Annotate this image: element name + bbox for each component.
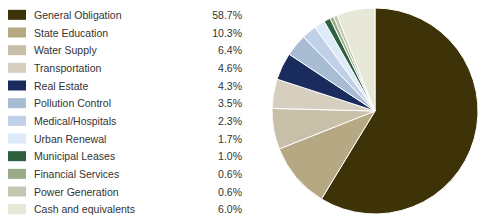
chart-svg: General Obligation 58.7% State Education 10…: [0, 0, 500, 222]
legend-value: 58.7%: [212, 9, 242, 21]
chart-container: General Obligation 58.7% State Education 10…: [0, 0, 500, 222]
legend-swatch: [8, 10, 26, 20]
legend-label: Transportation: [34, 62, 101, 74]
pie-slice: [272, 108, 375, 149]
legend-label: Financial Services: [34, 168, 119, 180]
legend-item: Urban Renewal 1.7%: [8, 133, 242, 145]
pie-slice: [337, 8, 375, 111]
legend-label: Municipal Leases: [34, 150, 115, 162]
legend-item: Transportation 4.6%: [8, 62, 242, 74]
legend-item: Municipal Leases 1.0%: [8, 150, 242, 162]
legend-item: General Obligation 58.7%: [8, 9, 242, 21]
legend-swatch: [8, 63, 26, 73]
legend-label: Cash and equivalents: [34, 203, 135, 215]
legend-item: Water Supply 6.4%: [8, 44, 242, 56]
legend-value: 4.6%: [218, 62, 242, 74]
legend-label: Power Generation: [34, 186, 119, 198]
legend-swatch: [8, 134, 26, 144]
legend-value: 3.5%: [218, 97, 242, 109]
legend-value: 6.4%: [218, 44, 242, 56]
legend-swatch: [8, 98, 26, 108]
legend-swatch: [8, 116, 26, 126]
legend-label: Water Supply: [34, 44, 97, 56]
legend-item: Cash and equivalents 6.0%: [8, 203, 242, 215]
legend-label: Medical/Hospitals: [34, 115, 116, 127]
legend-swatch: [8, 81, 26, 91]
legend-value: 0.6%: [218, 186, 242, 198]
legend-value: 10.3%: [212, 27, 242, 39]
legend-label: Urban Renewal: [34, 133, 106, 145]
legend-label: State Education: [34, 27, 108, 39]
legend-label: General Obligation: [34, 9, 122, 21]
legend-swatch: [8, 187, 26, 197]
legend-item: Power Generation 0.6%: [8, 186, 242, 198]
legend-swatch: [8, 45, 26, 55]
legend-item: Real Estate 4.3%: [8, 80, 242, 92]
legend-item: State Education 10.3%: [8, 27, 242, 39]
legend-swatch: [8, 169, 26, 179]
legend-value: 2.3%: [218, 115, 242, 127]
legend-swatch: [8, 28, 26, 38]
legend-item: Medical/Hospitals 2.3%: [8, 115, 242, 127]
legend-value: 0.6%: [218, 168, 242, 180]
legend-item: Financial Services 0.6%: [8, 168, 242, 180]
legend: General Obligation 58.7% State Education 10…: [8, 9, 242, 215]
legend-label: Pollution Control: [34, 97, 111, 109]
legend-value: 4.3%: [218, 80, 242, 92]
legend-swatch: [8, 204, 26, 214]
legend-item: Pollution Control 3.5%: [8, 97, 242, 109]
legend-value: 1.7%: [218, 133, 242, 145]
legend-swatch: [8, 151, 26, 161]
legend-value: 6.0%: [218, 203, 242, 215]
legend-value: 1.0%: [218, 150, 242, 162]
pie: [272, 8, 478, 214]
legend-label: Real Estate: [34, 80, 88, 92]
